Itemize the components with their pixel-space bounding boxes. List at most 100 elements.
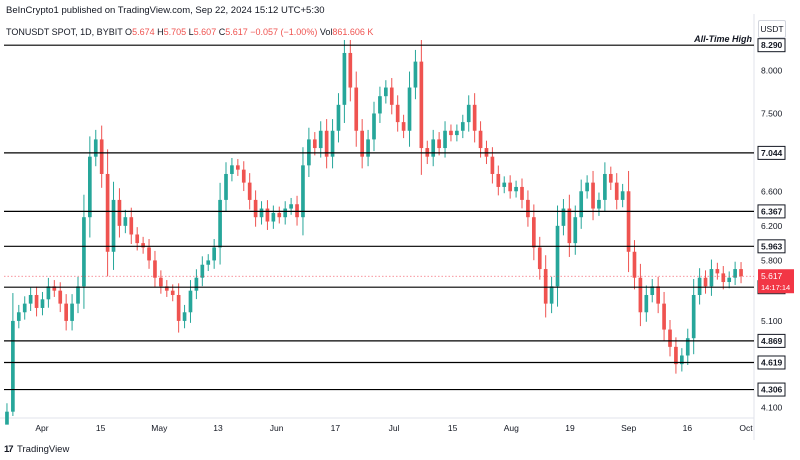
candle-body[interactable] bbox=[194, 277, 199, 291]
candle-body[interactable] bbox=[164, 286, 169, 291]
symbol-legend[interactable]: TONUSDT SPOT, 1D, BYBIT O5.674 H5.705 L5… bbox=[6, 27, 373, 37]
candle-body[interactable] bbox=[478, 130, 483, 149]
candle-body[interactable] bbox=[384, 87, 388, 97]
candle-body[interactable] bbox=[620, 191, 625, 200]
candle-body[interactable] bbox=[573, 217, 578, 244]
candle-body[interactable] bbox=[537, 247, 542, 270]
candle-body[interactable] bbox=[626, 191, 631, 252]
candle-body[interactable] bbox=[455, 130, 459, 136]
candle-body[interactable] bbox=[608, 173, 613, 183]
candle-body[interactable] bbox=[64, 303, 68, 321]
candle-body[interactable] bbox=[591, 182, 595, 209]
candle-body[interactable] bbox=[597, 199, 601, 209]
candle-body[interactable] bbox=[437, 139, 441, 149]
candle-body[interactable] bbox=[401, 122, 406, 131]
candle-body[interactable] bbox=[685, 338, 690, 356]
candle-body[interactable] bbox=[147, 247, 151, 261]
candle-body[interactable] bbox=[579, 191, 584, 218]
candle-body[interactable] bbox=[28, 294, 33, 304]
candle-body[interactable] bbox=[543, 269, 548, 304]
candle-body[interactable] bbox=[644, 294, 649, 313]
candle-body[interactable] bbox=[354, 87, 359, 131]
candle-body[interactable] bbox=[301, 165, 305, 218]
candle-body[interactable] bbox=[271, 212, 276, 222]
candle-body[interactable] bbox=[22, 303, 27, 313]
candle-body[interactable] bbox=[561, 208, 566, 226]
candle-body[interactable] bbox=[460, 122, 465, 131]
candle-body[interactable] bbox=[508, 182, 512, 192]
candle-body[interactable] bbox=[366, 139, 370, 157]
candle-body[interactable] bbox=[170, 290, 175, 295]
candle-body[interactable] bbox=[395, 104, 400, 123]
candle-body[interactable] bbox=[135, 234, 140, 244]
candle-body[interactable] bbox=[182, 312, 187, 321]
candle-body[interactable] bbox=[378, 96, 382, 114]
candle-body[interactable] bbox=[253, 199, 258, 218]
candle-body[interactable] bbox=[650, 286, 655, 295]
candle-body[interactable] bbox=[336, 104, 341, 131]
candle-body[interactable] bbox=[419, 61, 424, 149]
candle-body[interactable] bbox=[389, 87, 394, 105]
candle-body[interactable] bbox=[277, 212, 282, 218]
candle-body[interactable] bbox=[697, 277, 702, 295]
candle-body[interactable] bbox=[40, 299, 45, 308]
candle-body[interactable] bbox=[99, 139, 104, 174]
candle-body[interactable] bbox=[16, 312, 21, 321]
candle-body[interactable] bbox=[259, 208, 264, 218]
candle-body[interactable] bbox=[289, 204, 293, 209]
candle-body[interactable] bbox=[466, 104, 471, 123]
candle-body[interactable] bbox=[585, 182, 589, 192]
candle-body[interactable] bbox=[715, 269, 720, 274]
candle-body[interactable] bbox=[703, 277, 708, 287]
candle-body[interactable] bbox=[70, 303, 74, 321]
candle-body[interactable] bbox=[674, 346, 678, 365]
candle-body[interactable] bbox=[372, 113, 376, 140]
candle-body[interactable] bbox=[407, 87, 412, 131]
candle-body[interactable] bbox=[34, 294, 39, 308]
candle-body[interactable] bbox=[721, 273, 726, 283]
candle-body[interactable] bbox=[82, 217, 86, 287]
candle-body[interactable] bbox=[105, 173, 110, 252]
candle-body[interactable] bbox=[342, 52, 347, 105]
candle-body[interactable] bbox=[206, 260, 211, 265]
candle-body[interactable] bbox=[224, 173, 228, 200]
candle-body[interactable] bbox=[111, 199, 116, 252]
candle-body[interactable] bbox=[123, 217, 128, 226]
candle-body[interactable] bbox=[218, 199, 222, 248]
candle-body[interactable] bbox=[490, 156, 495, 174]
candle-body[interactable] bbox=[247, 182, 252, 200]
candle-body[interactable] bbox=[200, 264, 205, 278]
candle-body[interactable] bbox=[318, 130, 323, 149]
candle-body[interactable] bbox=[129, 217, 134, 235]
candle-body[interactable] bbox=[360, 130, 364, 157]
candle-body[interactable] bbox=[733, 269, 737, 278]
candle-body[interactable] bbox=[603, 173, 607, 200]
candle-body[interactable] bbox=[283, 208, 288, 218]
candle-body[interactable] bbox=[153, 260, 157, 278]
currency-button[interactable]: USDT bbox=[758, 20, 786, 38]
candle-body[interactable] bbox=[449, 130, 453, 136]
candle-body[interactable] bbox=[230, 165, 234, 174]
candle-body[interactable] bbox=[496, 173, 501, 187]
candle-body[interactable] bbox=[727, 277, 732, 283]
candle-body[interactable] bbox=[312, 139, 317, 149]
candle-body[interactable] bbox=[739, 269, 743, 277]
candle-body[interactable] bbox=[668, 329, 672, 347]
candle-body[interactable] bbox=[632, 251, 637, 278]
candle-body[interactable] bbox=[526, 199, 530, 218]
candle-body[interactable] bbox=[58, 290, 63, 304]
candle-body[interactable] bbox=[656, 286, 660, 304]
candle-body[interactable] bbox=[472, 104, 477, 131]
candle-body[interactable] bbox=[638, 277, 643, 313]
candle-body[interactable] bbox=[348, 52, 353, 88]
candle-body[interactable] bbox=[502, 182, 507, 187]
candle-body[interactable] bbox=[176, 294, 181, 321]
candle-body[interactable] bbox=[431, 139, 436, 157]
candle-body[interactable] bbox=[117, 199, 122, 226]
candle-body[interactable] bbox=[330, 130, 335, 157]
candle-body[interactable] bbox=[52, 286, 57, 291]
candle-body[interactable] bbox=[295, 204, 299, 218]
candle-body[interactable] bbox=[567, 208, 572, 244]
candle-body[interactable] bbox=[555, 225, 560, 287]
